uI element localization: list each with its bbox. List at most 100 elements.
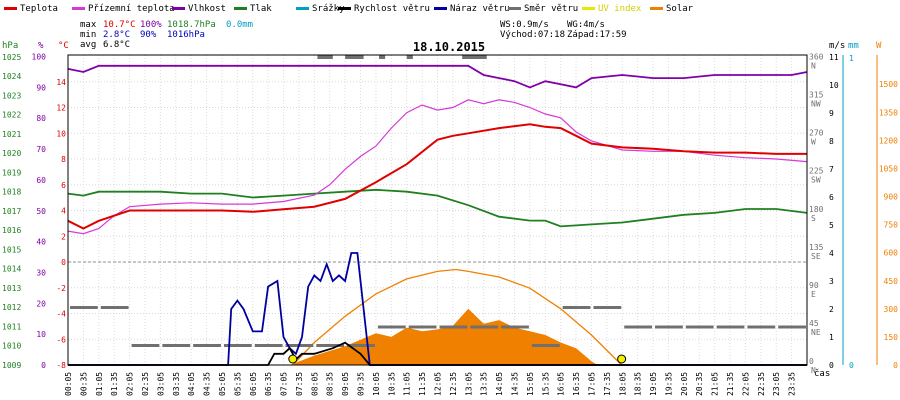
wind-speed-tick-label: 3: [829, 277, 834, 286]
x-tick-label: 00:35: [79, 372, 88, 396]
legend-label-3: Tlak: [250, 4, 272, 14]
x-tick-label: 08:35: [326, 372, 335, 396]
ground-temperature-line: [67, 99, 808, 235]
x-tick-label: 14:05: [495, 372, 504, 396]
wind-dir-tick-label: 270: [809, 129, 824, 138]
temperature-tick-label: 2: [61, 232, 66, 241]
humidity-tick-label: 80: [36, 114, 46, 123]
legend-label-0: Teplota: [20, 4, 58, 14]
legend-swatch-2: [172, 7, 185, 10]
x-tick-label: 15:35: [541, 372, 550, 396]
x-tick-label: 11:05: [403, 372, 412, 396]
stat-max-press: 1018.7hPa: [167, 20, 216, 30]
temperature-tick-label: 0: [61, 258, 66, 267]
unit-pressure: hPa: [2, 41, 18, 51]
x-tick-label: 17:05: [587, 372, 596, 396]
stat-min-label: min: [80, 30, 96, 40]
pressure-tick-label: 1011: [2, 322, 21, 331]
x-tick-label: 12:05: [434, 372, 443, 396]
legend-label-6: Náraz větru: [450, 4, 510, 14]
x-tick-label: 01:35: [110, 372, 119, 396]
solar-tick-label: 300: [884, 305, 899, 314]
plot-frame: [67, 54, 808, 366]
wind-speed-tick-label: 8: [829, 137, 834, 146]
wind-dir-compass-label: W: [811, 138, 816, 147]
stats-block: max 10.7°C 100% 1018.7hPa 0.0mm min 2.8°…: [80, 20, 253, 50]
wind-speed-tick-label: 2: [829, 305, 834, 314]
axes: 1009101010111012101310141015101610171018…: [2, 53, 898, 396]
sunrise-info: Východ:07:18: [500, 30, 565, 40]
x-tick-label: 19:05: [649, 372, 658, 396]
x-tick-label: 10:05: [372, 372, 381, 396]
humidity-tick-label: 10: [36, 330, 46, 339]
humidity-tick-label: 50: [36, 207, 46, 216]
temperature-tick-label: 10: [56, 129, 66, 138]
solar-tick-label: 1350: [879, 108, 898, 117]
x-tick-label: 05:35: [233, 372, 242, 396]
wind-dir-tick-label: 225: [809, 167, 824, 176]
x-tick-label: 20:35: [695, 372, 704, 396]
sunrise-marker: [288, 354, 298, 364]
pressure-tick-label: 1021: [2, 130, 21, 139]
temperature-tick-label: -4: [56, 310, 66, 319]
x-tick-label: 06:05: [249, 372, 258, 396]
wind-dir-tick-label: 45: [809, 319, 819, 328]
x-tick-label: 15:05: [526, 372, 535, 396]
wind-dir-compass-label: N: [811, 62, 816, 71]
wind-speed-tick-label: 9: [829, 109, 834, 118]
unit-time: čas: [814, 368, 830, 379]
wind-info-block: WS:0.9m/s WG:4m/s Východ:07:18 Západ:17:…: [500, 20, 627, 40]
stat-max-temp: 10.7°C: [103, 20, 136, 30]
unit-labels: hPa % °C m/s mm W čas: [2, 41, 882, 379]
x-tick-label: 19:35: [664, 372, 673, 396]
temperature-tick-label: -8: [56, 361, 66, 370]
pressure-tick-label: 1023: [2, 91, 21, 100]
x-tick-label: 08:05: [310, 372, 319, 396]
humidity-tick-label: 90: [36, 83, 46, 92]
x-tick-label: 03:35: [172, 372, 181, 396]
x-tick-label: 18:05: [618, 372, 627, 396]
x-tick-label: 13:05: [464, 372, 473, 396]
wind-dir-tick-label: 0: [809, 357, 814, 366]
wind-speed-tick-label: 10: [829, 81, 839, 90]
x-tick-label: 22:35: [757, 372, 766, 396]
wind-speed-line: [68, 341, 807, 366]
x-tick-label: 09:35: [357, 372, 366, 396]
x-tick-label: 07:05: [280, 372, 289, 396]
x-tick-label: 13:35: [480, 372, 489, 396]
x-tick-label: 05:05: [218, 372, 227, 396]
pressure-tick-label: 1017: [2, 207, 21, 216]
humidity-tick-label: 40: [36, 238, 46, 247]
temperature-line: [67, 123, 807, 230]
humidity-tick-label: 30: [36, 268, 46, 277]
wind-speed-tick-label: 7: [829, 165, 834, 174]
wind-dir-compass-label: SE: [811, 252, 821, 261]
pressure-line: [67, 188, 808, 228]
x-tick-label: 20:05: [680, 372, 689, 396]
solar-tick-label: 750: [884, 221, 899, 230]
x-tick-label: 12:35: [449, 372, 458, 396]
legend-swatch-6: [434, 7, 447, 10]
temperature-tick-label: 8: [61, 155, 66, 164]
wind-speed-info: WS:0.9m/s: [500, 20, 549, 30]
unit-solar: W: [876, 41, 882, 51]
x-tick-label: 23:35: [788, 372, 797, 396]
humidity-line: [67, 64, 808, 89]
legend-label-4: Srážky: [312, 4, 345, 14]
solar-tick-label: 1500: [879, 80, 898, 89]
legend-swatch-1: [72, 7, 85, 10]
chart-title: 18.10.2015: [413, 40, 485, 54]
pressure-tick-label: 1013: [2, 284, 21, 293]
temperature-tick-label: -6: [56, 335, 66, 344]
legend-swatch-7: [508, 7, 521, 10]
legend-swatch-0: [4, 7, 17, 10]
temperature-tick-label: 4: [61, 207, 66, 216]
unit-humidity: %: [38, 41, 44, 51]
humidity-tick-label: 60: [36, 176, 46, 185]
solar-tick-label: 450: [884, 277, 899, 286]
stat-avg-label: avg: [80, 40, 96, 50]
x-tick-label: 04:05: [187, 372, 196, 396]
x-tick-label: 23:05: [772, 372, 781, 396]
x-tick-label: 04:35: [203, 372, 212, 396]
